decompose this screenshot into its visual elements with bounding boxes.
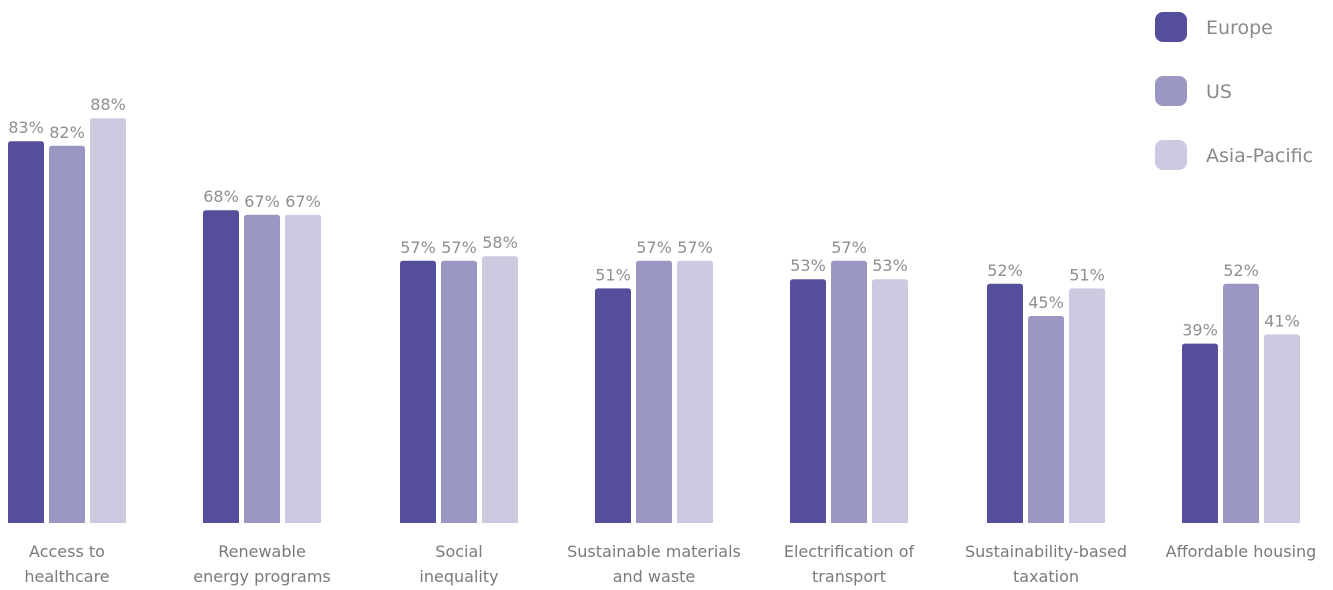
bar-europe-2 [400,260,436,523]
value-label: 41% [1264,311,1300,330]
bar-us-2 [441,260,477,523]
category-label: Renewable energy programs [193,542,330,586]
value-label: 88% [90,95,126,114]
value-labels-layer: 83% 82% 88% 68% 67% 67% 57% 57% 58% 51% 57% 57% 53% 5… [8,95,1300,339]
bar-asia-pacific-6 [1264,334,1300,523]
category-label: Access to healthcare [24,542,109,586]
value-label: 58% [482,233,518,252]
value-label: 67% [285,192,321,211]
value-label: 57% [400,238,436,257]
legend-label: Asia-Pacific [1206,145,1313,167]
value-label: 68% [203,187,239,206]
legend-label: Europe [1206,17,1273,39]
value-label: 39% [1182,321,1218,340]
legend-label: US [1206,81,1232,103]
bar-europe-0 [8,141,44,523]
bar-asia-pacific-5 [1069,288,1105,523]
value-label: 82% [49,123,85,142]
category-label: Sustainability-based taxation [965,542,1127,586]
category-label: Social inequality [419,542,498,586]
bar-us-0 [49,145,85,524]
value-label: 52% [1223,261,1259,280]
value-label: 51% [1069,265,1105,284]
value-label: 53% [790,256,826,275]
category-label: Affordable housing [1166,542,1317,561]
value-label: 57% [441,238,477,257]
value-label: 57% [677,238,713,257]
category-label: Sustainable materials and waste [567,542,741,586]
value-label: 83% [8,118,44,137]
value-label: 57% [831,238,867,257]
bar-us-5 [1028,316,1064,523]
bar-europe-3 [595,288,631,523]
bar-europe-4 [790,279,826,523]
bar-europe-1 [203,210,239,523]
bar-asia-pacific-1 [285,214,321,524]
legend-swatch-asia-pacific [1155,140,1187,170]
value-label: 45% [1028,293,1064,312]
bar-asia-pacific-4 [872,279,908,523]
bar-europe-5 [987,283,1023,523]
value-label: 52% [987,261,1023,280]
bar-asia-pacific-3 [677,260,713,523]
value-label: 53% [872,256,908,275]
bar-asia-pacific-2 [482,256,518,523]
bar-us-4 [831,260,867,523]
value-label: 51% [595,265,631,284]
legend: Europe US Asia-Pacific [1155,12,1313,170]
bar-us-1 [244,214,280,524]
bar-asia-pacific-0 [90,118,126,523]
value-label: 57% [636,238,672,257]
bar-us-6 [1223,283,1259,523]
category-labels-layer: Access to healthcare Renewable energy progr… [24,542,1316,586]
bar-us-3 [636,260,672,523]
legend-swatch-europe [1155,12,1187,42]
bars-layer [8,118,1300,524]
value-label: 67% [244,192,280,211]
bar-europe-6 [1182,343,1218,523]
legend-swatch-us [1155,76,1187,106]
category-label: Electrification of transport [784,542,915,586]
